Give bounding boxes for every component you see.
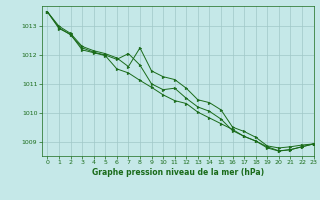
X-axis label: Graphe pression niveau de la mer (hPa): Graphe pression niveau de la mer (hPa) [92,168,264,177]
